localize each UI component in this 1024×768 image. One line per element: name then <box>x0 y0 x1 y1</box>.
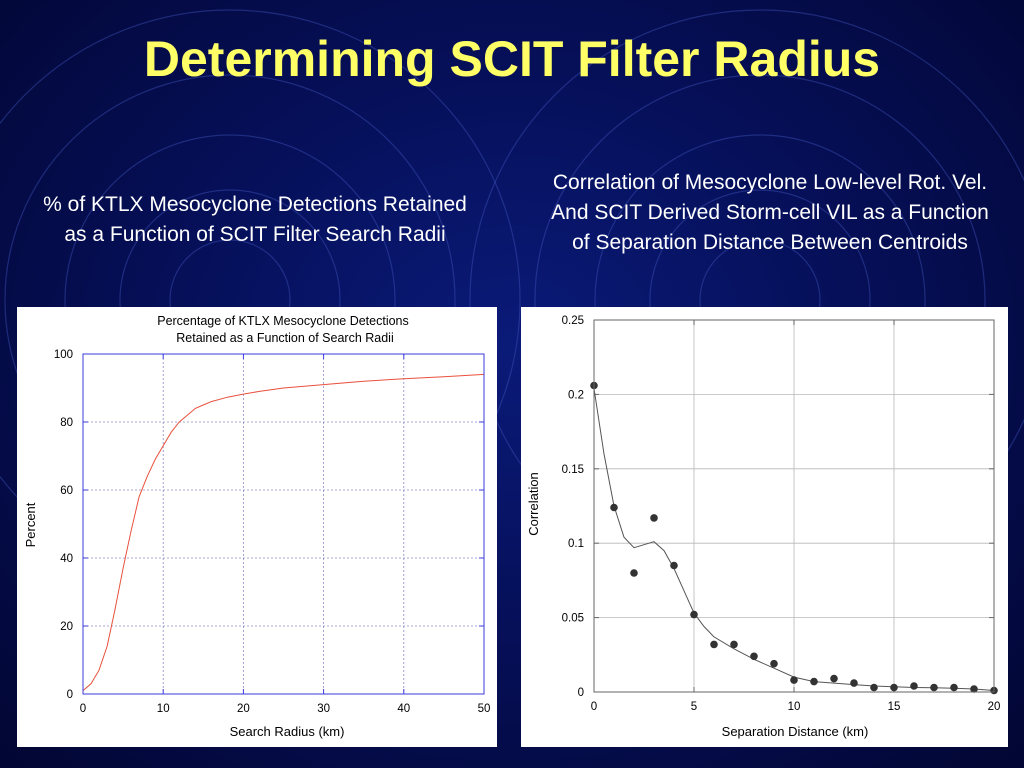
x-tick-label: 0 <box>591 701 597 713</box>
x-tick-label: 30 <box>317 703 330 715</box>
y-tick-label: 60 <box>60 485 73 497</box>
left-chart-panel: Percentage of KTLX Mesocyclone Detection… <box>17 307 497 747</box>
y-tick-label: 0.05 <box>562 613 584 625</box>
data-point <box>750 652 758 661</box>
data-point <box>690 610 698 619</box>
data-point <box>770 659 778 668</box>
data-point <box>790 676 798 684</box>
y-tick-label: 40 <box>60 553 73 565</box>
data-point <box>910 682 918 690</box>
y-tick-label: 0.2 <box>568 389 584 401</box>
right-chart-y-axis-label: Correlation <box>526 472 541 536</box>
x-tick-label: 10 <box>788 701 801 713</box>
right-chart-x-axis-label: Separation Distance (km) <box>722 724 869 739</box>
left-chart-y-axis-label: Percent <box>23 502 38 547</box>
data-point <box>630 569 638 577</box>
data-point <box>830 674 838 683</box>
y-tick-label: 0 <box>578 687 584 699</box>
left-chart-caption: % of KTLX Mesocyclone Detections Retaine… <box>43 193 467 246</box>
data-point <box>610 503 618 512</box>
right-chart-panel: 0 5 10 15 20 0 0.05 0.1 0.15 0.2 0.25 Separation D… <box>521 307 1008 747</box>
y-tick-label: 0.25 <box>562 315 584 327</box>
data-point <box>890 683 898 692</box>
left-chart-title-line-2: Retained as a Function of Search Radii <box>176 331 394 345</box>
slide-title: Determining SCIT Filter Radius <box>143 31 881 87</box>
x-tick-label: 50 <box>478 703 491 715</box>
data-point <box>810 677 818 686</box>
x-tick-label: 5 <box>691 701 697 713</box>
x-tick-label: 10 <box>157 703 170 715</box>
x-tick-label: 20 <box>988 701 1001 713</box>
x-tick-label: 40 <box>397 703 410 715</box>
x-tick-label: 20 <box>237 703 250 715</box>
data-point <box>710 640 718 649</box>
left-chart-title-line-1: Percentage of KTLX Mesocyclone Detection… <box>157 314 409 328</box>
data-point <box>730 640 738 649</box>
data-point <box>970 685 978 693</box>
data-point <box>850 679 858 687</box>
y-tick-label: 80 <box>60 417 73 429</box>
y-tick-label: 20 <box>60 621 73 633</box>
data-point <box>950 683 958 692</box>
y-tick-label: 100 <box>54 349 73 361</box>
data-point <box>930 683 938 692</box>
y-tick-label: 0.1 <box>568 538 584 550</box>
x-tick-label: 0 <box>80 703 86 715</box>
data-point <box>870 683 878 692</box>
data-point <box>650 514 658 522</box>
x-tick-label: 15 <box>888 701 901 713</box>
left-chart-x-axis-label: Search Radius (km) <box>230 724 345 739</box>
data-point <box>670 561 678 570</box>
left-chart-series-line <box>82 373 485 691</box>
percent-retained-chart: Percentage of KTLX Mesocyclone Detection… <box>23 314 491 739</box>
y-tick-label: 0.15 <box>562 464 584 476</box>
right-chart-caption: Correlation of Mesocyclone Low-level Rot… <box>551 171 989 254</box>
y-tick-label: 0 <box>67 689 73 701</box>
correlation-chart: 0 5 10 15 20 0 0.05 0.1 0.15 0.2 0.25 Separation D… <box>526 315 1001 739</box>
right-chart-fit-line <box>593 388 995 691</box>
